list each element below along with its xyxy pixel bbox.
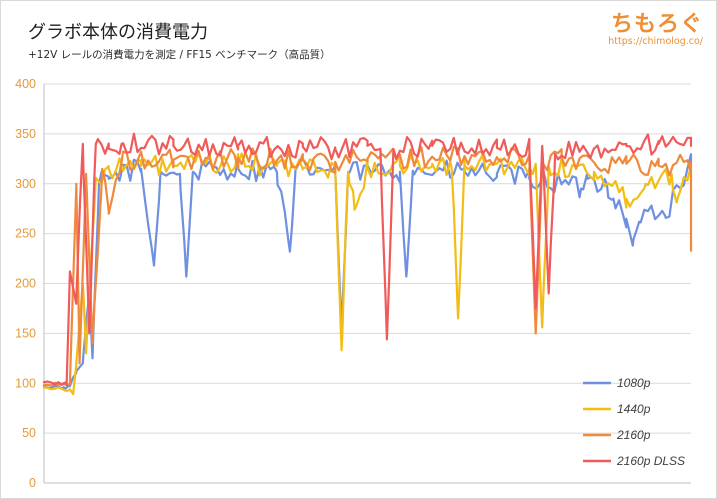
brand-name: ちもろぐ — [610, 12, 703, 37]
y-tick-label: 350 — [15, 127, 36, 141]
chart-subtitle: +12V レールの消費電力を測定 / FF15 ベンチマーク（高品質） — [28, 49, 331, 61]
chart-title: グラボ本体の消費電力 — [28, 22, 208, 43]
y-tick-label: 0 — [29, 476, 36, 490]
y-tick-label: 250 — [15, 227, 36, 241]
y-tick-label: 300 — [15, 177, 36, 191]
y-tick-label: 400 — [15, 77, 36, 91]
y-tick-label: 50 — [22, 426, 36, 440]
y-tick-label: 100 — [15, 376, 36, 390]
legend-label: 2160p — [616, 428, 651, 442]
series-line-2160p — [42, 145, 693, 387]
series-line-2160p-dlss — [42, 132, 693, 387]
series-line-1440p — [42, 152, 693, 396]
y-tick-label: 200 — [15, 277, 36, 291]
series-line-1080p — [42, 153, 693, 390]
brand-url: https://chimolog.co/ — [608, 36, 703, 47]
legend-label: 1080p — [617, 376, 651, 390]
legend-label: 2160p DLSS — [616, 454, 685, 468]
brand-logo: ちもろぐ https://chimolog.co/ — [608, 6, 703, 47]
y-tick-label: 150 — [15, 326, 36, 340]
legend-label: 1440p — [617, 402, 651, 416]
